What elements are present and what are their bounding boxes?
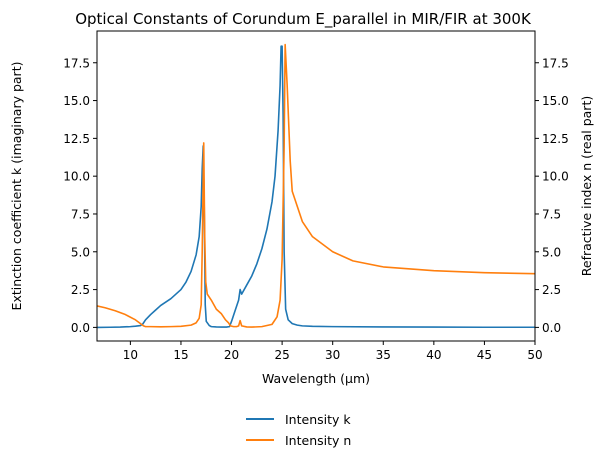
x-tick-label: 20 xyxy=(224,348,239,362)
y-left-tick-label: 15.0 xyxy=(63,94,90,108)
x-tick-label: 45 xyxy=(477,348,492,362)
series-line-n xyxy=(97,43,535,328)
legend-label-k: Intensity k xyxy=(285,412,351,427)
y-right-tick-label: 15.0 xyxy=(542,94,569,108)
x-tick-label: 25 xyxy=(274,348,289,362)
y-axis-right: 0.0 2.5 5.0 7.5 10.0 12.5 15.0 17.5 xyxy=(535,56,569,335)
y-left-tick-label: 5.0 xyxy=(71,245,90,259)
y-right-tick-label: 17.5 xyxy=(542,56,569,70)
plot-frame xyxy=(96,30,536,342)
x-axis: 10 15 20 25 30 35 40 45 50 xyxy=(123,341,543,362)
y-right-tick-label: 0.0 xyxy=(542,321,561,335)
x-tick-label: 15 xyxy=(173,348,188,362)
y-axis-right-label: Refractive index n (real part) xyxy=(579,96,594,276)
y-left-tick-label: 7.5 xyxy=(71,207,90,221)
y-left-tick-label: 12.5 xyxy=(63,132,90,146)
x-tick-label: 30 xyxy=(325,348,340,362)
y-right-tick-label: 10.0 xyxy=(542,170,569,184)
x-tick-label: 50 xyxy=(527,348,542,362)
chart-title: Optical Constants of Corundum E_parallel… xyxy=(75,10,532,29)
x-tick-label: 10 xyxy=(123,348,138,362)
y-left-tick-label: 0.0 xyxy=(71,321,90,335)
y-right-tick-label: 12.5 xyxy=(542,132,569,146)
y-right-tick-label: 7.5 xyxy=(542,207,561,221)
y-axis-left-label: Extinction coefficient k (imaginary part… xyxy=(9,62,24,311)
series-line-k xyxy=(97,45,535,329)
x-axis-label: Wavelength (μm) xyxy=(262,371,370,386)
y-left-tick-label: 2.5 xyxy=(71,283,90,297)
x-tick-label: 40 xyxy=(426,348,441,362)
y-right-tick-label: 5.0 xyxy=(542,245,561,259)
y-right-tick-label: 2.5 xyxy=(542,283,561,297)
y-left-tick-label: 10.0 xyxy=(63,170,90,184)
legend: Intensity k Intensity n xyxy=(246,412,351,448)
y-axis-left: 0.0 2.5 5.0 7.5 10.0 12.5 15.0 17.5 xyxy=(63,56,97,335)
legend-label-n: Intensity n xyxy=(285,433,351,448)
y-left-tick-label: 17.5 xyxy=(63,56,90,70)
x-tick-label: 35 xyxy=(376,348,391,362)
plot-area xyxy=(97,43,535,329)
